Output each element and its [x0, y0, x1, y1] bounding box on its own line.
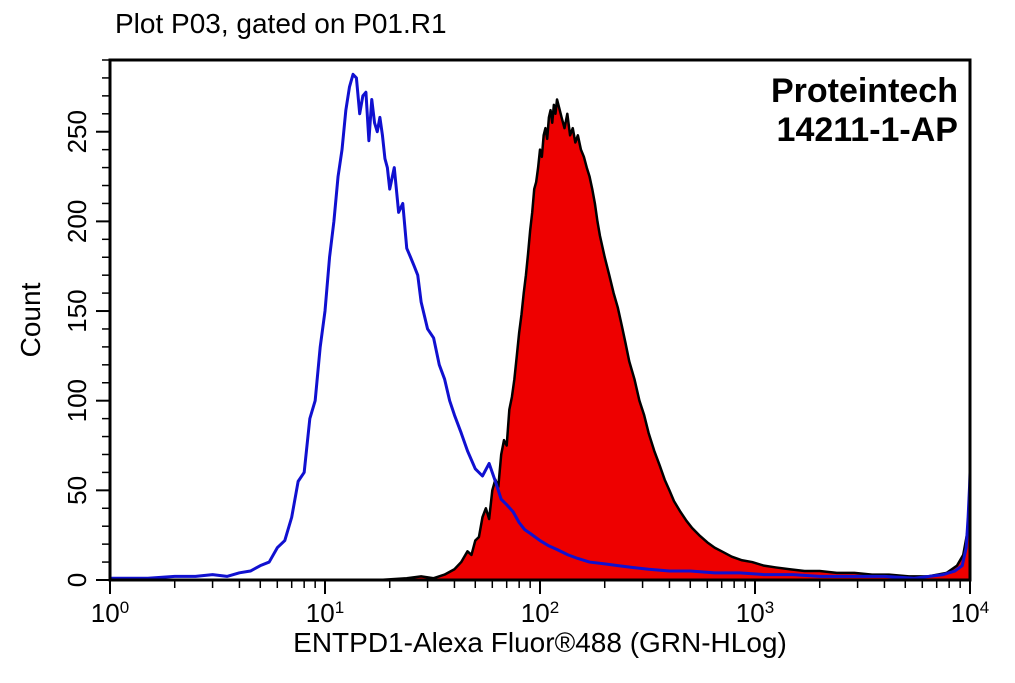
y-tick-label: 150: [62, 289, 92, 332]
y-tick-label: 200: [62, 200, 92, 243]
brand-name: Proteintech: [771, 72, 958, 111]
catalog-number: 14211-1-AP: [771, 111, 958, 150]
x-tick-label: 103: [736, 598, 774, 629]
sample-histogram: [110, 99, 970, 580]
x-tick-label: 101: [306, 598, 344, 629]
y-tick-label: 250: [62, 110, 92, 153]
plot-title: Plot P03, gated on P01.R1: [115, 8, 447, 40]
x-tick-label: 100: [91, 598, 129, 629]
y-tick-label: 0: [62, 573, 92, 587]
x-axis-label: ENTPD1-Alexa Fluor®488 (GRN-HLog): [293, 627, 787, 658]
x-tick-label: 104: [951, 598, 989, 629]
y-tick-label: 50: [62, 476, 92, 505]
figure-stage: Plot P03, gated on P01.R1 10010110210310…: [0, 0, 1015, 683]
brand-annotation: Proteintech 14211-1-AP: [771, 72, 958, 150]
x-axis: 100 101 102 103 104: [91, 580, 989, 628]
y-tick-label: 100: [62, 379, 92, 422]
y-axis-label: Count: [15, 282, 46, 357]
x-tick-label: 102: [521, 598, 559, 629]
y-axis: 0 50 100 150 200 250: [62, 60, 110, 587]
